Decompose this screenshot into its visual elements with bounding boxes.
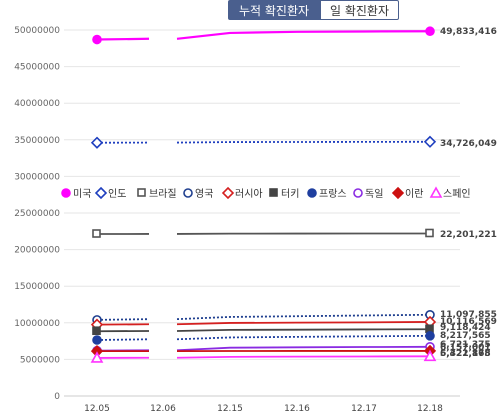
data-label: 5,422,168 xyxy=(440,349,491,359)
legend-item-label: 브라질 xyxy=(149,188,177,200)
legend-marker xyxy=(183,188,193,198)
legend-marker xyxy=(307,188,317,198)
legend-item-label: 미국 xyxy=(73,188,91,200)
tab-cumulative-cases[interactable]: 누적 확진환자 xyxy=(228,0,320,20)
data-label: 11,097,855 xyxy=(440,310,497,320)
data-label: 10,116,569 xyxy=(440,317,497,327)
legend-item-label: 프랑스 xyxy=(319,188,347,200)
series-line xyxy=(96,318,150,321)
data-label: 6,321,875 xyxy=(440,349,491,359)
tab-group: 누적 확진환자 일 확진환자 xyxy=(228,0,399,20)
y-tick-label: 5000000 xyxy=(20,355,60,365)
data-point xyxy=(90,351,104,363)
data-label: 8,217,565 xyxy=(440,331,491,341)
y-tick-label: 40000000 xyxy=(14,99,60,109)
legend-marker xyxy=(94,186,108,200)
data-label: 34,726,049 xyxy=(440,139,497,149)
legend-marker xyxy=(429,186,443,198)
series-line xyxy=(176,328,431,332)
data-label: 9,118,424 xyxy=(440,323,491,333)
x-tick-label: 12.17 xyxy=(351,404,377,414)
data-point xyxy=(90,136,104,149)
y-tick-label: 20000000 xyxy=(14,246,60,256)
x-tick-label: 12.05 xyxy=(84,404,110,414)
y-tick-label: 0 xyxy=(54,392,60,402)
x-tick-label: 12.15 xyxy=(217,404,243,414)
legend-item-label: 인도 xyxy=(108,188,126,200)
series-line xyxy=(96,338,150,341)
series-line xyxy=(176,321,431,326)
legend-item-label: 스페인 xyxy=(443,188,471,200)
x-tick-label: 12.16 xyxy=(284,404,310,414)
legend-marker xyxy=(391,186,405,200)
series-line xyxy=(176,334,431,341)
data-point xyxy=(92,229,101,238)
y-tick-label: 15000000 xyxy=(14,282,60,292)
legend-item-label: 독일 xyxy=(365,188,383,200)
y-tick-label: 50000000 xyxy=(14,26,60,36)
y-tick-label: 35000000 xyxy=(14,136,60,146)
data-label: 6,157,001 xyxy=(440,343,491,353)
x-tick-label: 12.18 xyxy=(417,404,443,414)
series-line xyxy=(176,345,431,352)
series-line xyxy=(96,37,150,41)
data-point xyxy=(92,34,102,45)
series-line xyxy=(176,313,431,321)
legend-marker xyxy=(137,188,146,197)
series-line xyxy=(176,30,431,40)
tab-daily-cases[interactable]: 일 확진환자 xyxy=(320,0,399,20)
x-tick-label: 12.06 xyxy=(150,404,176,414)
data-point xyxy=(423,135,437,148)
legend-item-label: 영국 xyxy=(195,188,213,200)
data-point xyxy=(92,335,102,345)
data-label: 49,833,416 xyxy=(440,27,497,37)
y-tick-label: 25000000 xyxy=(14,209,60,219)
data-point xyxy=(92,326,101,336)
series-line xyxy=(176,140,431,144)
data-point xyxy=(423,349,437,362)
legend-marker xyxy=(353,188,363,198)
data-point xyxy=(425,26,435,37)
data-label: 6,721,375 xyxy=(440,340,491,350)
series-line xyxy=(176,355,431,359)
legend-marker xyxy=(221,186,235,200)
y-tick-label: 45000000 xyxy=(14,63,60,73)
legend-marker xyxy=(61,188,71,198)
data-point xyxy=(425,228,434,238)
legend-item-label: 터키 xyxy=(281,188,299,200)
legend-item-label: 이란 xyxy=(405,188,423,200)
legend-marker xyxy=(269,188,278,197)
y-tick-label: 30000000 xyxy=(14,172,60,182)
y-tick-label: 10000000 xyxy=(14,319,60,329)
data-point xyxy=(425,331,435,341)
data-label: 22,201,221 xyxy=(440,230,497,240)
legend-item-label: 러시아 xyxy=(235,188,263,200)
